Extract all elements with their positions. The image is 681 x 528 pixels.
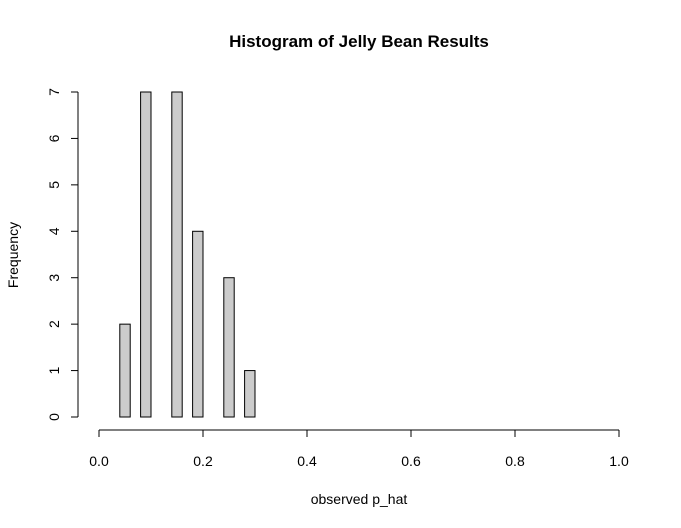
- histogram-bar: [140, 91, 152, 418]
- histogram-bar: [171, 91, 183, 418]
- y-tick-label: 6: [46, 134, 62, 142]
- x-tick-label: 0.2: [193, 453, 213, 469]
- x-tick-label: 0.4: [297, 453, 317, 469]
- x-tick-label: 0.8: [505, 453, 525, 469]
- y-tick-label: 7: [46, 88, 62, 96]
- x-tick-label: 1.0: [609, 453, 629, 469]
- y-tick-label: 4: [46, 227, 62, 235]
- y-tick-label: 2: [46, 320, 62, 328]
- histogram-bar: [119, 323, 131, 418]
- x-tick-label: 0.6: [401, 453, 421, 469]
- y-axis-label: Frequency: [5, 222, 21, 288]
- y-tick-label: 0: [46, 413, 62, 421]
- x-tick-label: 0.0: [89, 453, 109, 469]
- histogram-bar: [192, 230, 204, 418]
- x-axis: 0.0 0.2 0.4 0.6 0.8 1.0: [89, 429, 629, 469]
- y-axis: 0 1 2 3 4 5 6 7: [46, 88, 79, 421]
- bars-group: [119, 91, 256, 418]
- y-tick-label: 5: [46, 181, 62, 189]
- y-tick-label: 1: [46, 366, 62, 374]
- y-tick-label: 3: [46, 274, 62, 282]
- histogram-bar: [244, 370, 256, 418]
- histogram-bar: [223, 277, 235, 418]
- chart-title: Histogram of Jelly Bean Results: [229, 32, 489, 51]
- x-axis-label: observed p_hat: [311, 491, 408, 507]
